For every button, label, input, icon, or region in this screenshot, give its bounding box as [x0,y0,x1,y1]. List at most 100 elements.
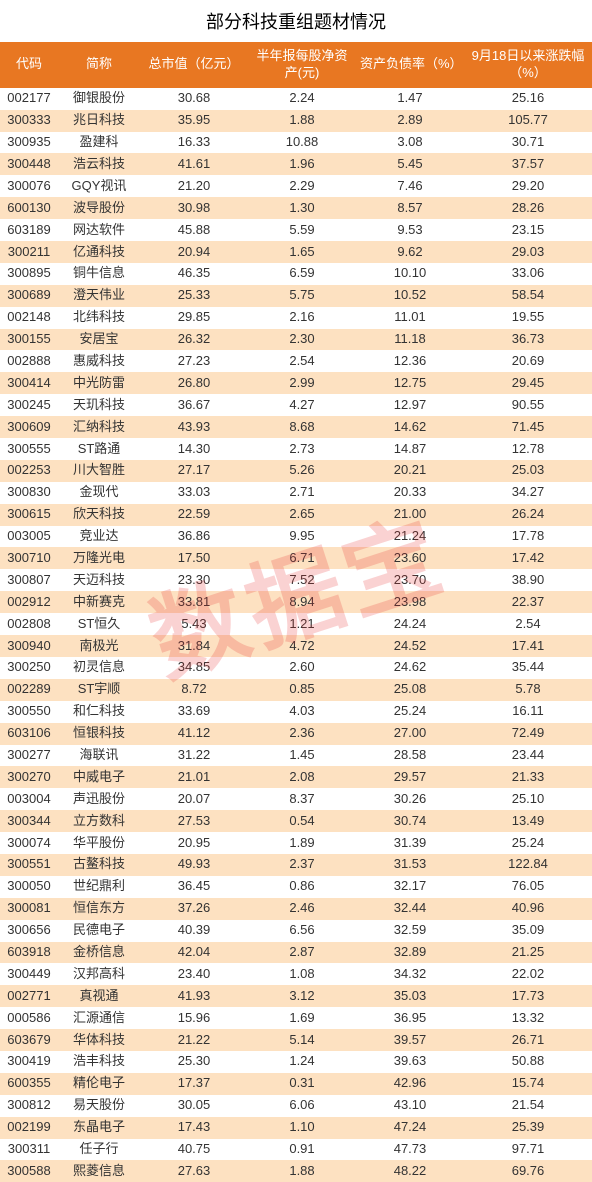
table-cell: 13.32 [464,1007,592,1029]
table-cell: 24.24 [356,613,464,635]
table-row: 300448浩云科技41.611.965.4537.57 [0,153,592,175]
table-cell: 中光防雷 [58,372,140,394]
table-cell: 2.54 [464,613,592,635]
table-cell: 12.97 [356,394,464,416]
table-cell: 2.24 [248,88,356,110]
table-cell: 13.49 [464,810,592,832]
table-cell: 万隆光电 [58,547,140,569]
table-cell: 72.49 [464,723,592,745]
table-cell: 浩云科技 [58,153,140,175]
table-row: 300074华平股份20.951.8931.3925.24 [0,832,592,854]
table-cell: 立方数科 [58,810,140,832]
table-cell: 40.96 [464,898,592,920]
table-row: 300550和仁科技33.694.0325.2416.11 [0,701,592,723]
table-cell: 0.85 [248,679,356,701]
table-cell: 300550 [0,701,58,723]
table-cell: ST宇顺 [58,679,140,701]
table-cell: 2.46 [248,898,356,920]
table-cell: 17.50 [140,547,248,569]
table-cell: 69.76 [464,1160,592,1182]
table-cell: 21.54 [464,1095,592,1117]
table-cell: 002289 [0,679,58,701]
table-cell: 惠威科技 [58,350,140,372]
table-cell: 9.62 [356,241,464,263]
table-cell: 50.88 [464,1051,592,1073]
table-cell: 300414 [0,372,58,394]
table-cell: 300551 [0,854,58,876]
table-cell: 2.54 [248,350,356,372]
table-cell: 2.37 [248,854,356,876]
table-cell: 10.88 [248,132,356,154]
table-row: 600355精伦电子17.370.3142.9615.74 [0,1073,592,1095]
table-row: 300830金现代33.032.7120.3334.27 [0,482,592,504]
table-cell: 熙菱信息 [58,1160,140,1182]
table-cell: 12.75 [356,372,464,394]
table-cell: 2.65 [248,504,356,526]
table-cell: 恒银科技 [58,723,140,745]
table-row: 300050世纪鼎利36.450.8632.1776.05 [0,876,592,898]
table-cell: 5.26 [248,460,356,482]
table-cell: 汉邦高科 [58,963,140,985]
table-cell: 竞业达 [58,526,140,548]
table-row: 300710万隆光电17.506.7123.6017.42 [0,547,592,569]
table-cell: 43.93 [140,416,248,438]
table-cell: 24.62 [356,657,464,679]
table-cell: 22.59 [140,504,248,526]
header-row: 代码 简称 总市值（亿元） 半年报每股净资产(元) 资产负债率（%） 9月18日… [0,42,592,88]
table-cell: 300344 [0,810,58,832]
table-row: 300615欣天科技22.592.6521.0026.24 [0,504,592,526]
table-row: 300812易天股份30.056.0643.1021.54 [0,1095,592,1117]
table-cell: 1.96 [248,153,356,175]
table-cell: 25.03 [464,460,592,482]
table-cell: 58.54 [464,285,592,307]
table-row: 002289ST宇顺8.720.8525.085.78 [0,679,592,701]
table-cell: 45.88 [140,219,248,241]
table-cell: 000586 [0,1007,58,1029]
table-cell: 300449 [0,963,58,985]
table-cell: 2.30 [248,329,356,351]
table-cell: 2.89 [356,110,464,132]
table-cell: 15.74 [464,1073,592,1095]
table-cell: 3.08 [356,132,464,154]
table-cell: 23.70 [356,569,464,591]
table-row: 300555ST路通14.302.7314.8712.78 [0,438,592,460]
table-cell: 32.17 [356,876,464,898]
table-cell: 1.69 [248,1007,356,1029]
table-cell: 43.10 [356,1095,464,1117]
table-cell: 4.03 [248,701,356,723]
header-name: 简称 [58,42,140,88]
table-cell: 35.95 [140,110,248,132]
table-cell: 23.40 [140,963,248,985]
table-cell: 17.73 [464,985,592,1007]
table-cell: 300076 [0,175,58,197]
table-cell: 真视通 [58,985,140,1007]
table-cell: 21.22 [140,1029,248,1051]
table-row: 300895铜牛信息46.356.5910.1033.06 [0,263,592,285]
table-cell: 浩丰科技 [58,1051,140,1073]
table-cell: 6.06 [248,1095,356,1117]
table-cell: 9.53 [356,219,464,241]
table-cell: 47.24 [356,1117,464,1139]
table-cell: 欣天科技 [58,504,140,526]
table-cell: 1.47 [356,88,464,110]
table-cell: 天玑科技 [58,394,140,416]
table-row: 300344立方数科27.530.5430.7413.49 [0,810,592,832]
table-cell: 300935 [0,132,58,154]
table-cell: GQY视讯 [58,175,140,197]
table-cell: 36.86 [140,526,248,548]
table-cell: 1.08 [248,963,356,985]
table-cell: 30.05 [140,1095,248,1117]
table-cell: 26.71 [464,1029,592,1051]
table-cell: 33.69 [140,701,248,723]
table-cell: 21.00 [356,504,464,526]
table-cell: 29.85 [140,307,248,329]
table-row: 603106恒银科技41.122.3627.0072.49 [0,723,592,745]
table-cell: 25.33 [140,285,248,307]
table-cell: 25.30 [140,1051,248,1073]
table-cell: 300074 [0,832,58,854]
table-cell: 1.88 [248,110,356,132]
table-cell: 任子行 [58,1139,140,1161]
table-cell: 300311 [0,1139,58,1161]
table-cell: 15.96 [140,1007,248,1029]
table-cell: 9.95 [248,526,356,548]
